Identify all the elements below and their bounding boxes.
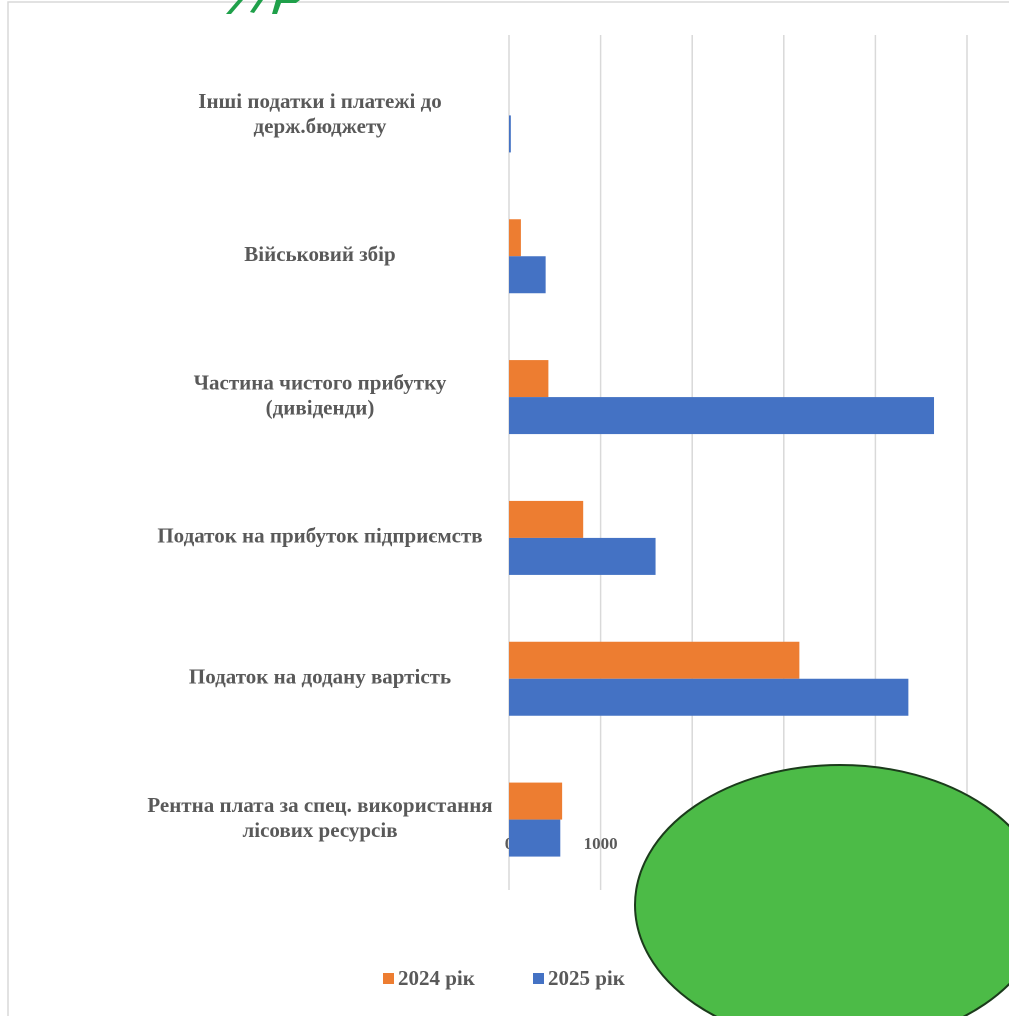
bar [509, 397, 935, 435]
decor-ellipse [634, 764, 1009, 1016]
legend-swatch [383, 973, 394, 984]
legend-swatch [533, 973, 544, 984]
legend-label: 2024 рік [398, 966, 476, 990]
logo-fragment [226, 0, 300, 14]
y-tick-label: Інші податки і платежі до держ.бюджету [198, 89, 441, 138]
bar [509, 219, 521, 257]
frame [7, 1, 1009, 1016]
y-tick-label: Податок на додану вартість [189, 665, 451, 689]
y-tick-label: Рентна плата за спец. використання лісови… [147, 793, 492, 842]
legend-label: 2025 рік [548, 966, 626, 990]
bar [509, 641, 800, 679]
y-tick-label: Частина чистого прибутку (дивіденди) [194, 370, 447, 419]
bar [509, 360, 549, 398]
y-tick-label: Податок на прибуток підприємств [157, 524, 482, 548]
y-tick-label: Військовий збір [244, 242, 395, 266]
bar [509, 115, 511, 153]
bar [509, 782, 563, 820]
bar [509, 537, 656, 575]
x-tick-label: 1000 [584, 834, 618, 853]
bar [509, 819, 561, 857]
bar [509, 500, 584, 538]
bar [509, 678, 909, 716]
bar [509, 256, 546, 294]
